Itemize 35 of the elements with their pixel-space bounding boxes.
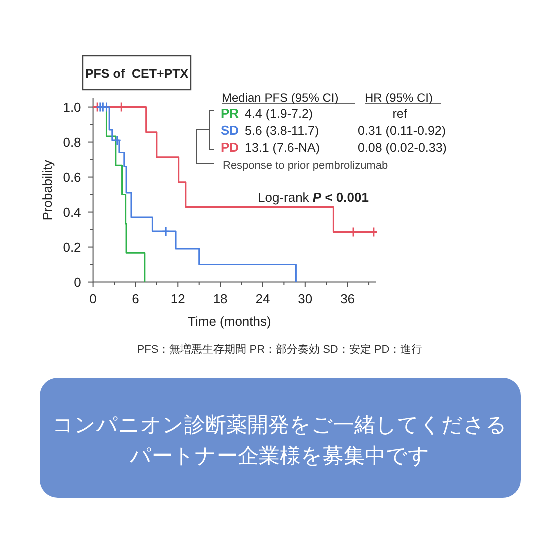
annotation: Median PFS (95% CI) bbox=[222, 91, 339, 105]
y-tick-label: 0 bbox=[74, 274, 82, 290]
annotation: 5.6 (3.8-11.7) bbox=[245, 124, 320, 138]
y-tick-label: 0.6 bbox=[63, 170, 82, 185]
y-tick-label: 1.0 bbox=[63, 100, 82, 115]
annotation: 4.4 (1.9-7.2) bbox=[245, 107, 314, 121]
text: ref bbox=[392, 107, 408, 121]
annotation: 0.31 (0.11-0.92) bbox=[358, 124, 446, 138]
x-tick-label: 12 bbox=[170, 291, 186, 306]
text: PR bbox=[221, 106, 240, 121]
point bbox=[102, 102, 111, 112]
x-tick-label: 6 bbox=[132, 291, 140, 306]
x-tick-label: 36 bbox=[340, 291, 356, 306]
x-tick-label: 30 bbox=[298, 291, 313, 306]
y-tick-label: 0.2 bbox=[63, 240, 82, 255]
y-axis-title: Probability bbox=[40, 160, 55, 221]
x-tick-label: 18 bbox=[213, 291, 228, 306]
text: PFS：無増悪生存期間 PR：部分奏効 SD：安定 PD：進行 bbox=[137, 343, 423, 356]
chart-title: PFS of CET+PTX bbox=[85, 67, 190, 81]
point bbox=[162, 226, 170, 237]
y-tick-label: 0.8 bbox=[63, 134, 82, 150]
y-tick-label: 0.4 bbox=[63, 204, 82, 220]
annotation: Response to prior pembrolizumab bbox=[223, 160, 388, 172]
text: コンパニオン診断薬開発をご一緒してくださる bbox=[52, 414, 508, 437]
text: パートナー企業様を募集中です bbox=[129, 445, 430, 468]
x-axis-title: Time (months) bbox=[188, 314, 272, 329]
annotation: 13.1 (7.6-NA) bbox=[245, 141, 320, 155]
annotation: HR (95% CI) bbox=[365, 91, 434, 105]
x-tick-label: 0 bbox=[90, 291, 97, 306]
text: PD bbox=[221, 140, 240, 155]
annotation: 0.08 (0.02-0.33) bbox=[358, 141, 447, 155]
x-tick-label: 24 bbox=[256, 291, 270, 306]
text: SD bbox=[221, 123, 240, 138]
text: Log-rank P < 0.001 bbox=[258, 190, 369, 205]
point bbox=[113, 135, 122, 146]
